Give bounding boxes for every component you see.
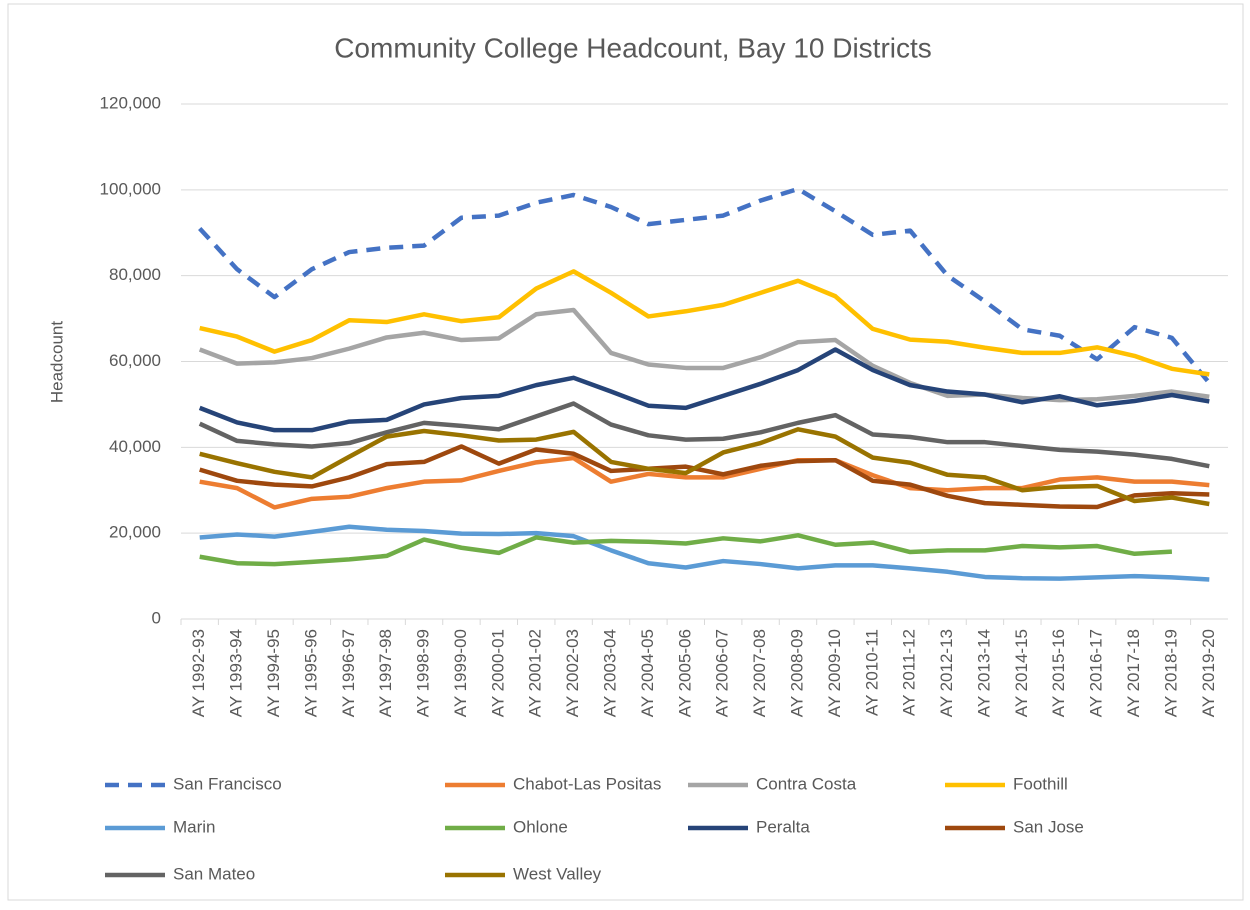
y-tick-label: 120,000 — [100, 93, 161, 112]
x-tick-label: AY 1998-99 — [414, 629, 433, 717]
x-tick-label: AY 2006-07 — [713, 629, 732, 717]
y-tick-label: 60,000 — [109, 351, 161, 370]
x-tick-label: AY 2014-15 — [1012, 629, 1031, 717]
series-line — [199, 427, 1210, 507]
y-tick-label: 20,000 — [109, 523, 161, 542]
series-line — [198, 347, 1210, 433]
y-tick-label: 40,000 — [109, 437, 161, 456]
x-tick-label: AY 2003-04 — [601, 629, 620, 717]
x-tick-label: AY 2013-14 — [974, 629, 993, 717]
x-tick-label: AY 2017-18 — [1124, 629, 1143, 717]
x-tick-label: AY 2018-19 — [1161, 629, 1180, 717]
x-tick-label: AY 2015-16 — [1049, 629, 1068, 717]
x-tick-label: AY 2012-13 — [937, 629, 956, 717]
series-line — [199, 533, 1173, 567]
legend-label: San Jose — [1013, 817, 1084, 836]
x-tick-label: AY 1996-97 — [339, 629, 358, 717]
x-tick-label: AY 2004-05 — [638, 629, 657, 717]
x-tick-label: AY 2016-17 — [1087, 629, 1106, 717]
legend-label: Peralta — [756, 817, 810, 836]
legend-label: San Francisco — [173, 774, 282, 793]
legend-label: Marin — [173, 817, 216, 836]
x-tick-label: AY 2019-20 — [1199, 629, 1218, 717]
x-tick-label: AY 2010-11 — [862, 629, 881, 716]
legend-label: West Valley — [513, 864, 602, 883]
x-tick-label: AY 1993-94 — [227, 629, 246, 717]
x-tick-label: AY 1995-96 — [301, 629, 320, 717]
y-tick-label: 0 — [152, 608, 161, 627]
x-tick-label: AY 1999-00 — [451, 629, 470, 717]
y-tick-label: 80,000 — [109, 265, 161, 284]
x-tick-label: AY 1992-93 — [189, 629, 208, 717]
legend-label: San Mateo — [173, 864, 255, 883]
x-tick-label: AY 2005-06 — [675, 629, 694, 717]
x-tick-label: AY 1994-95 — [264, 629, 283, 717]
legend-label: Ohlone — [513, 817, 568, 836]
legend-label: Foothill — [1013, 774, 1068, 793]
x-tick-label: AY 2007-08 — [750, 629, 769, 717]
series-line — [199, 455, 1210, 510]
series-line — [199, 444, 1210, 510]
series-line — [199, 269, 1210, 377]
x-tick-label: AY 2008-09 — [787, 629, 806, 717]
x-tick-label: AY 2002-03 — [563, 629, 582, 717]
series-line — [199, 524, 1210, 582]
x-tick-label: AY 2011-12 — [900, 629, 919, 716]
series-line — [198, 186, 1212, 385]
x-tick-label: AY 1997-98 — [376, 629, 395, 717]
legend-label: Contra Costa — [756, 774, 857, 793]
y-tick-label: 100,000 — [100, 179, 161, 198]
x-tick-label: AY 2009-10 — [825, 629, 844, 717]
chart-title: Community College Headcount, Bay 10 Dist… — [334, 32, 932, 63]
y-axis-title: Headcount — [47, 321, 66, 404]
x-tick-label: AY 2000-01 — [488, 629, 507, 717]
chart-border — [7, 3, 1244, 901]
x-tick-label: AY 2001-02 — [526, 629, 545, 717]
legend-label: Chabot-Las Positas — [513, 774, 661, 793]
series-line — [198, 401, 1210, 469]
